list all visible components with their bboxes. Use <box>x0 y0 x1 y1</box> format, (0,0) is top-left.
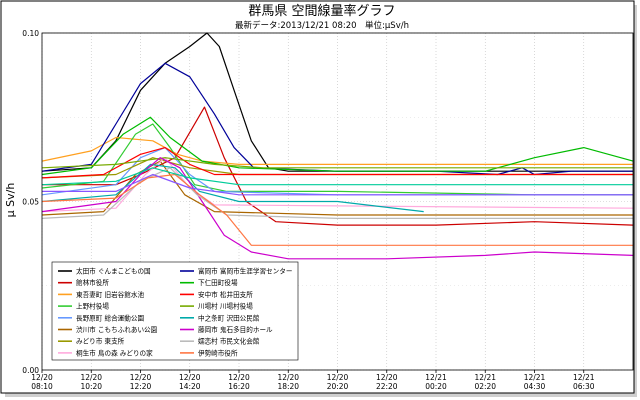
legend-label: 太田市 ぐんまこどもの国 <box>76 267 151 276</box>
legend-label: 嬬恋村 市民文化会館 <box>198 337 260 346</box>
legend-label: 東吾妻町 旧岩谷館水池 <box>76 290 144 299</box>
series-line-12 <box>41 157 633 169</box>
x-tick-time: 06:30 <box>573 382 595 391</box>
x-tick-time: 20:20 <box>327 382 349 391</box>
y-tick-label: 0.00 <box>22 366 39 375</box>
x-tick-time: 04:30 <box>524 382 546 391</box>
x-tick-time: 00:20 <box>425 382 447 391</box>
x-tick-time: 14:20 <box>179 382 201 391</box>
legend-label: 長野原町 総合運動公園 <box>76 313 144 322</box>
x-tick-date: 12/20 <box>130 373 152 382</box>
series-line-6 <box>41 160 633 216</box>
x-tick-date: 12/20 <box>228 373 250 382</box>
legend-label: 渋川市 こもちふれあい公園 <box>76 325 158 334</box>
legend-label: 館林市役所 <box>76 278 109 287</box>
chart-title: 群馬県 空間線量率グラフ <box>248 3 395 19</box>
legend-label: 中之条町 沢田公民館 <box>198 313 260 322</box>
x-tick-date: 12/20 <box>327 373 349 382</box>
series-line-16 <box>41 173 633 246</box>
x-tick-time: 18:20 <box>277 382 299 391</box>
legend-label: 川場村 川場村役場 <box>198 302 253 311</box>
x-tick-time: 10:20 <box>80 382 102 391</box>
legend-label: 上野村役場 <box>76 302 109 311</box>
legend-label: 藤岡市 鬼石多目的ホール <box>198 325 273 334</box>
x-tick-time: 16:20 <box>228 382 250 391</box>
x-tick-date: 12/21 <box>524 373 546 382</box>
x-tick-date: 12/20 <box>80 373 102 382</box>
series-line-14 <box>41 157 634 260</box>
legend-label: 桐生市 鳥の森 みどりの家 <box>76 348 153 357</box>
series-line-18 <box>41 167 633 186</box>
series-line-9 <box>41 62 633 176</box>
x-tick-time: 08:10 <box>31 382 53 391</box>
x-tick-date: 12/20 <box>31 373 53 382</box>
x-tick-time: 02:20 <box>474 382 496 391</box>
x-tick-time: 12:20 <box>130 382 152 391</box>
x-tick-date: 12/20 <box>179 373 201 382</box>
legend-label: 伊勢崎市役所 <box>198 348 238 357</box>
y-tick-label: 0.05 <box>22 198 39 207</box>
legend-label: 富岡市 富岡市生涯学習センター <box>198 267 292 276</box>
y-tick-label: 0.10 <box>22 29 39 38</box>
x-tick-time: 22:20 <box>376 382 398 391</box>
y-axis-label: μ Sv/h <box>4 183 17 218</box>
legend-label: 安中市 松井田支所 <box>198 290 253 299</box>
x-tick-date: 12/20 <box>376 373 398 382</box>
x-tick-date: 12/21 <box>573 373 595 382</box>
legend-box <box>51 261 299 361</box>
legend-label: みどり市 東支所 <box>76 337 125 346</box>
series-line-17 <box>42 173 633 196</box>
legend-label: 下仁田町役場 <box>198 278 238 287</box>
x-tick-date: 12/20 <box>277 373 299 382</box>
x-tick-date: 12/21 <box>474 373 496 382</box>
series-line-11 <box>41 147 633 179</box>
chart-subtitle: 最新データ:2013/12/21 08:20 単位:μSv/h <box>235 20 409 31</box>
x-tick-date: 12/21 <box>425 373 447 382</box>
